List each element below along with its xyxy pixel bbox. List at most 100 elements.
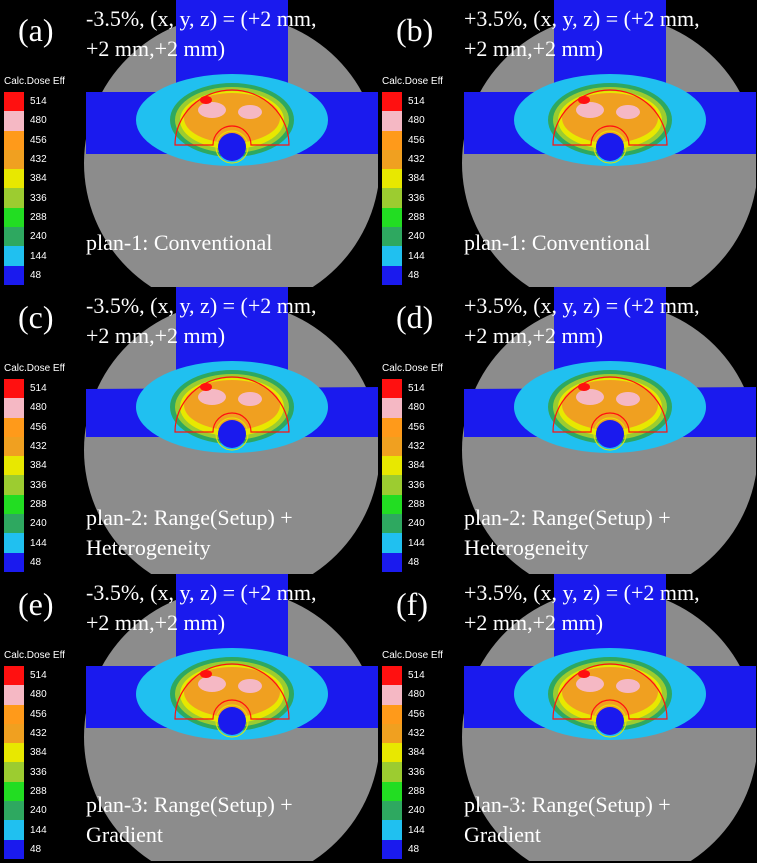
colorbar-level: 480 [382, 398, 425, 418]
colorbar: 514 480 456 432 384 336 288 240 144 48 [4, 92, 47, 285]
colorbar-swatch [4, 227, 24, 247]
colorbar-swatch [382, 169, 402, 189]
colorbar-title: Calc.Dose Eff [382, 76, 443, 87]
dose-map [84, 287, 378, 574]
colorbar-label: 514 [408, 670, 425, 682]
cord-contour [215, 704, 249, 738]
colorbar-level: 288 [4, 207, 47, 228]
dose-panel: Calc.Dose Eff 514 480 456 432 384 336 288 240 144… [0, 0, 378, 287]
target-contour [552, 376, 668, 433]
colorbar-swatch [382, 379, 402, 399]
panel-letter: (f) [396, 586, 428, 622]
colorbar-level: 48 [4, 265, 47, 285]
dose-panel: Calc.Dose Eff 514 480 456 432 384 336 288 240 144… [378, 574, 756, 861]
colorbar-swatch [382, 456, 402, 476]
colorbar-title: Calc.Dose Eff [4, 363, 65, 374]
dose-514 [578, 383, 590, 391]
colorbar-level: 480 [382, 111, 425, 131]
target-contour [174, 663, 290, 720]
colorbar-level: 432 [4, 436, 47, 457]
colorbar-level: 456 [4, 417, 47, 437]
colorbar-level: 480 [4, 398, 47, 418]
colorbar-level: 432 [382, 149, 425, 170]
colorbar-level: 432 [382, 436, 425, 457]
colorbar-label: 240 [30, 231, 47, 243]
dose-514 [200, 670, 212, 678]
colorbar-label: 336 [30, 766, 47, 778]
colorbar-label: 432 [408, 728, 425, 740]
condition-label: +3.5%, (x, y, z) = (+2 mm, +2 mm,+2 mm) [464, 580, 700, 635]
colorbar-label: 384 [408, 460, 425, 472]
colorbar-swatch [382, 149, 402, 170]
colorbar-swatch [4, 533, 24, 553]
panel-letter: (b) [396, 12, 434, 48]
plan-label: plan-2: Range(Setup) + Heterogeneity [86, 505, 293, 560]
plan-label: plan-2: Range(Setup) + Heterogeneity [464, 505, 671, 560]
colorbar-level: 336 [382, 762, 425, 782]
colorbar-label: 288 [408, 785, 425, 797]
colorbar-label: 240 [30, 805, 47, 817]
dose-480 [198, 676, 226, 692]
colorbar-swatch [382, 762, 402, 782]
colorbar-label: 456 [408, 134, 425, 146]
colorbar-label: 144 [30, 250, 47, 262]
dose-514 [578, 670, 590, 678]
colorbar-swatch [382, 475, 402, 495]
cord-contour [593, 130, 627, 164]
colorbar-label: 432 [408, 154, 425, 166]
dose-map [84, 0, 378, 287]
colorbar-level: 144 [382, 246, 425, 266]
colorbar: 514 480 456 432 384 336 288 240 144 48 [382, 666, 425, 859]
colorbar-label: 336 [408, 192, 425, 204]
colorbar-label: 480 [408, 689, 425, 701]
colorbar-swatch [4, 130, 24, 150]
colorbar-swatch [4, 781, 24, 802]
dose-480 [616, 105, 640, 119]
colorbar-level: 144 [4, 533, 47, 553]
colorbar-swatch [4, 839, 24, 859]
colorbar-title: Calc.Dose Eff [382, 650, 443, 661]
colorbar-label: 514 [30, 96, 47, 108]
colorbar-swatch [382, 533, 402, 553]
target-contour [552, 89, 668, 146]
target-contour [174, 89, 290, 146]
colorbar-swatch [4, 704, 24, 724]
colorbar-label: 384 [30, 173, 47, 185]
colorbar-level: 384 [382, 743, 425, 763]
colorbar-level: 240 [382, 227, 425, 247]
colorbar-level: 514 [4, 92, 47, 112]
colorbar-label: 144 [30, 537, 47, 549]
colorbar-swatch [4, 265, 24, 285]
dose-map [84, 574, 378, 861]
colorbar-level: 288 [382, 207, 425, 228]
dose-480 [238, 679, 262, 693]
colorbar-swatch [382, 666, 402, 686]
colorbar-level: 480 [4, 685, 47, 705]
colorbar-swatch [382, 436, 402, 457]
colorbar-swatch [382, 398, 402, 418]
spinal-cord-region [218, 707, 246, 735]
spinal-cord-region [596, 420, 624, 448]
colorbar-swatch [4, 475, 24, 495]
colorbar: 514 480 456 432 384 336 288 240 144 48 [4, 379, 47, 572]
dose-480 [576, 389, 604, 405]
dose-map [462, 287, 756, 574]
spinal-cord-region [596, 133, 624, 161]
dose-map [462, 574, 756, 861]
colorbar-swatch [382, 801, 402, 821]
colorbar-label: 480 [408, 402, 425, 414]
colorbar-swatch [4, 188, 24, 208]
colorbar-swatch [4, 398, 24, 418]
colorbar-level: 514 [382, 379, 425, 399]
colorbar-swatch [382, 130, 402, 150]
colorbar-label: 456 [30, 134, 47, 146]
dose-514 [200, 96, 212, 104]
colorbar-label: 240 [408, 231, 425, 243]
colorbar-level: 336 [382, 475, 425, 495]
panel-letter: (c) [18, 299, 54, 335]
colorbar-swatch [382, 246, 402, 266]
colorbar-level: 48 [382, 839, 425, 859]
colorbar-swatch [382, 227, 402, 247]
colorbar-label: 384 [30, 747, 47, 759]
plan-label: plan-3: Range(Setup) + Gradient [464, 792, 671, 847]
